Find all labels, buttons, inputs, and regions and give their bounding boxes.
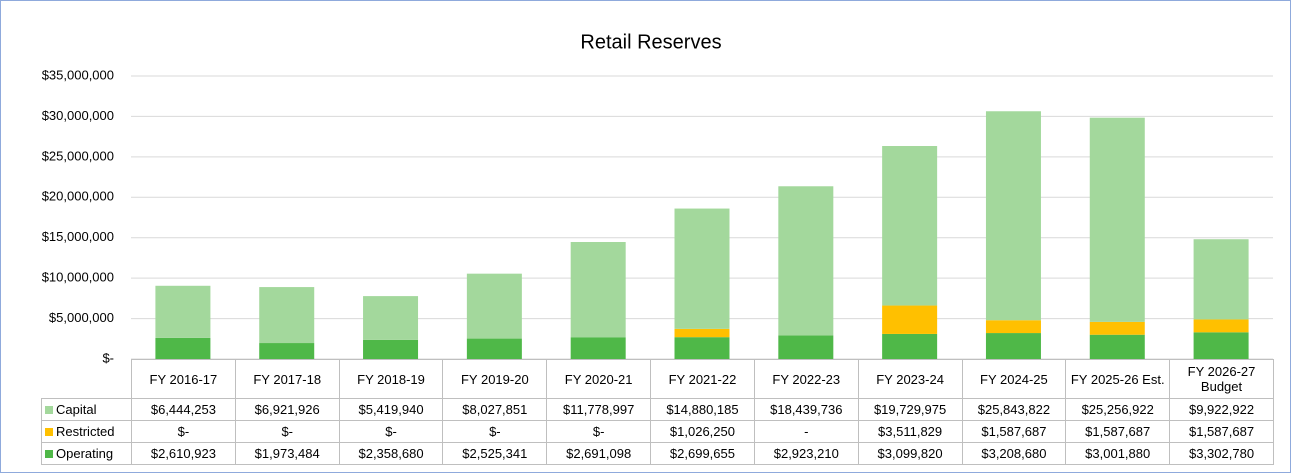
y-tick-label: $30,000,000 xyxy=(42,108,114,123)
value-cell: $9,922,922 xyxy=(1169,398,1274,421)
bar-segment xyxy=(155,337,211,359)
value-cell: $1,587,687 xyxy=(961,420,1067,443)
y-tick-label: $- xyxy=(102,350,114,365)
value-cell: $3,511,829 xyxy=(857,420,963,443)
bar-segment xyxy=(882,305,938,334)
value-cell: $25,843,822 xyxy=(961,398,1067,421)
bar-segment xyxy=(674,337,730,359)
bar-segment xyxy=(466,273,522,339)
legend-label: Operating xyxy=(56,446,114,461)
value-cell: $25,256,922 xyxy=(1065,398,1171,421)
y-tick-label: $35,000,000 xyxy=(42,67,114,82)
bar-segment xyxy=(882,333,938,359)
header-row: FY 2016-17 FY 2017-18 FY 2018-19 FY 2019-20… xyxy=(41,359,1274,399)
category-label: FY 2018-19 xyxy=(338,359,444,399)
value-cell: $5,419,940 xyxy=(338,398,444,421)
bar-segment xyxy=(1193,239,1249,320)
legend-entry: Restricted xyxy=(41,420,132,443)
category-label: FY 2022-23 xyxy=(753,359,859,399)
value-cell: $11,778,997 xyxy=(546,398,652,421)
category-label: FY 2017-18 xyxy=(234,359,340,399)
bar-segment xyxy=(882,146,938,306)
value-cell: $- xyxy=(338,420,444,443)
value-cell: $- xyxy=(546,420,652,443)
value-cell: $1,026,250 xyxy=(650,420,755,443)
bar-segment xyxy=(1089,117,1145,322)
bar-segment xyxy=(1193,332,1249,359)
y-tick-label: $10,000,000 xyxy=(42,270,114,285)
value-cell: $3,099,820 xyxy=(857,442,963,465)
bar-segment xyxy=(1089,334,1145,359)
data-table: FY 2016-17 FY 2017-18 FY 2018-19 FY 2019-20… xyxy=(41,359,1274,465)
bar-segment xyxy=(363,339,419,359)
legend-label: Restricted xyxy=(56,424,115,439)
bar-segment xyxy=(985,320,1041,334)
chart-title: Retail Reserves xyxy=(580,31,721,53)
bar-segment xyxy=(570,241,626,338)
category-label: FY 2023-24 xyxy=(857,359,963,399)
y-tick-label: $20,000,000 xyxy=(42,189,114,204)
bar-segment xyxy=(155,285,211,338)
value-cell: $2,525,341 xyxy=(442,442,548,465)
category-label: FY 2021-22 xyxy=(650,359,755,399)
bar-segment xyxy=(1193,319,1249,333)
legend-entry: Operating xyxy=(41,442,132,465)
value-cell: - xyxy=(753,420,859,443)
bar-segment xyxy=(363,296,419,340)
bar-segment xyxy=(259,287,315,344)
bar-segment xyxy=(778,186,834,336)
bar-segment xyxy=(259,343,315,359)
bar-segment xyxy=(778,335,834,359)
value-cell: $19,729,975 xyxy=(857,398,963,421)
bar-segment xyxy=(985,111,1041,321)
category-label: FY 2025-26 Est. xyxy=(1065,359,1171,399)
value-cell: $8,027,851 xyxy=(442,398,548,421)
category-label: FY 2020-21 xyxy=(546,359,652,399)
category-label: FY 2019-20 xyxy=(442,359,548,399)
series-row: Restricted $- $- $- $- $- $1,026,250- $3,511,82… xyxy=(41,420,1274,443)
value-cell: $1,973,484 xyxy=(234,442,340,465)
legend-swatch xyxy=(45,428,53,436)
value-cell: $18,439,736 xyxy=(753,398,859,421)
bar-segment xyxy=(674,208,730,329)
series-row: Operating $2,610,923 $1,973,484 $2,358,680 $… xyxy=(41,442,1274,465)
legend-swatch xyxy=(45,450,53,458)
value-cell: $3,302,780 xyxy=(1169,442,1274,465)
value-cell: $6,444,253 xyxy=(131,398,236,421)
value-cell: $1,587,687 xyxy=(1065,420,1171,443)
value-cell: $1,587,687 xyxy=(1169,420,1274,443)
category-label: FY 2024-25 xyxy=(961,359,1067,399)
series-row: Capital $6,444,253 $6,921,926 $5,419,940 $8,… xyxy=(41,398,1274,421)
y-tick-label: $15,000,000 xyxy=(42,229,114,244)
category-label: FY 2026-27 Budget xyxy=(1169,359,1274,399)
value-cell: $- xyxy=(131,420,236,443)
legend-swatch xyxy=(45,406,53,414)
value-cell: $2,699,655 xyxy=(650,442,755,465)
value-cell: $- xyxy=(234,420,340,443)
corner-cell xyxy=(41,359,132,399)
y-tick-label: $5,000,000 xyxy=(49,310,114,325)
value-cell: $3,208,680 xyxy=(961,442,1067,465)
legend-entry: Capital xyxy=(41,398,132,421)
value-cell: $14,880,185 xyxy=(650,398,755,421)
bar-segment xyxy=(466,338,522,359)
value-cell: $2,691,098 xyxy=(546,442,652,465)
value-cell: $3,001,880 xyxy=(1065,442,1171,465)
bar-segment xyxy=(1089,321,1145,335)
bar-segment xyxy=(674,328,730,338)
value-cell: $2,923,210 xyxy=(753,442,859,465)
y-tick-label: $25,000,000 xyxy=(42,148,114,163)
value-cell: $2,358,680 xyxy=(338,442,444,465)
legend-label: Capital xyxy=(56,402,97,417)
value-cell: $- xyxy=(442,420,548,443)
bar-segment xyxy=(570,337,626,359)
bar-segment xyxy=(985,333,1041,359)
category-label: FY 2016-17 xyxy=(131,359,236,399)
value-cell: $6,921,926 xyxy=(234,398,340,421)
value-cell: $2,610,923 xyxy=(131,442,236,465)
